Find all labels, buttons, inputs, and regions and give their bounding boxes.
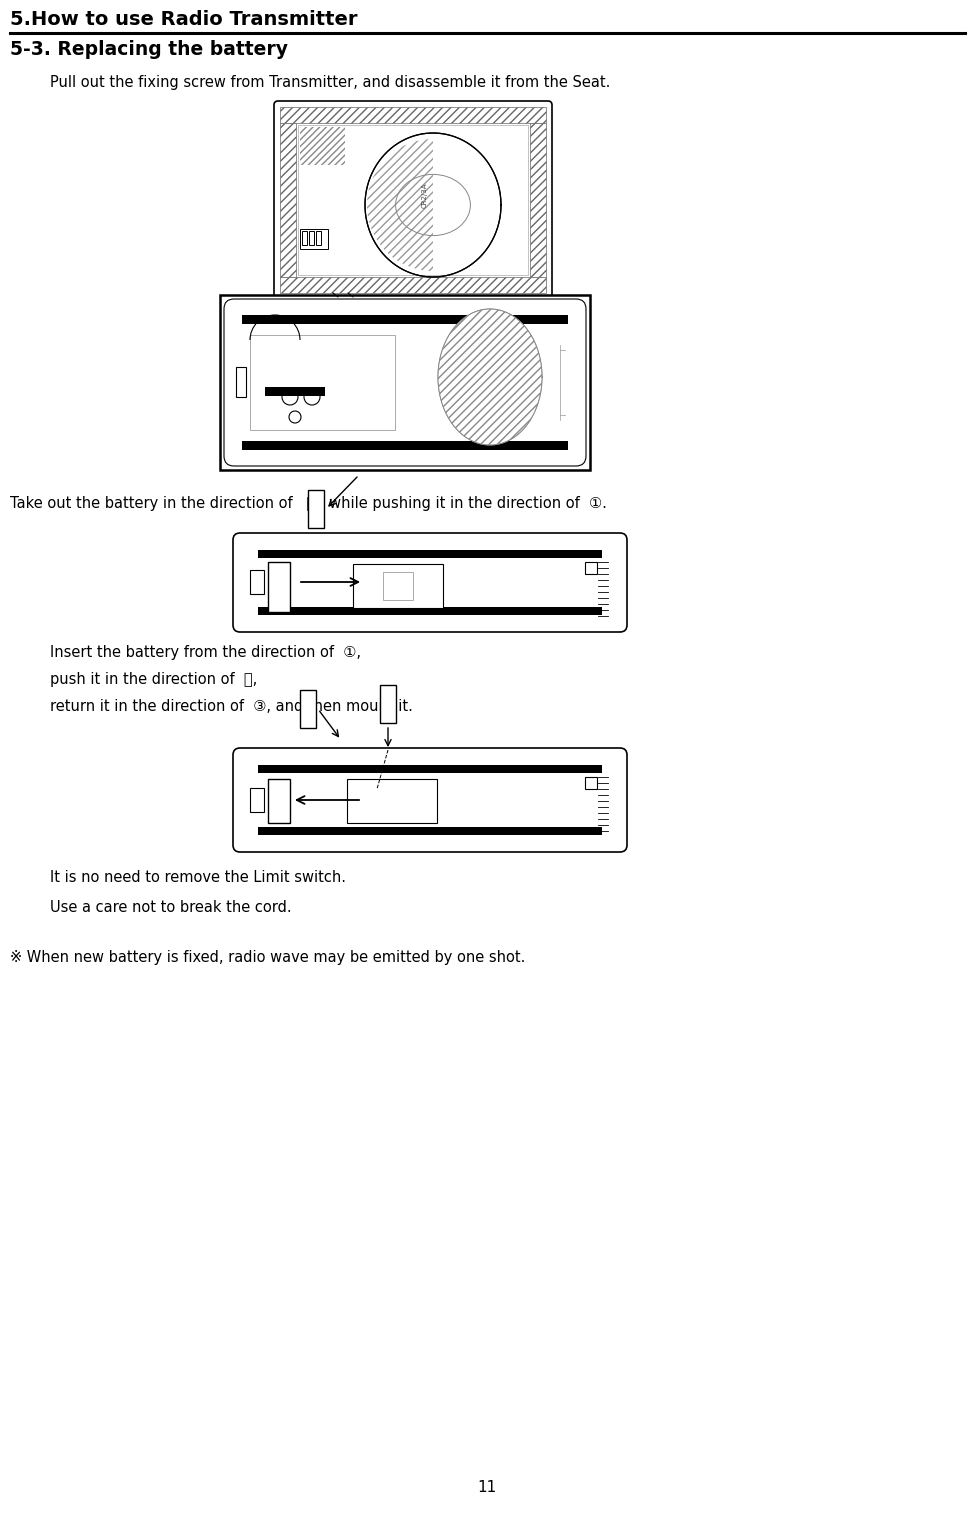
Bar (242, 316, 568, 323)
FancyBboxPatch shape (224, 299, 586, 466)
Bar (258, 827, 602, 835)
Bar (353, 565, 443, 609)
Text: return it in the direction of  ③, and then mount it.: return it in the direction of ③, and the… (50, 698, 412, 713)
Bar (530, 123, 546, 276)
Bar (308, 490, 324, 528)
Text: 5.How to use Radio Transmitter: 5.How to use Radio Transmitter (10, 11, 358, 29)
Bar (250, 335, 395, 430)
Bar (383, 572, 413, 600)
Bar (280, 276, 546, 293)
Bar (309, 231, 314, 244)
Bar (280, 123, 296, 276)
Bar (380, 685, 396, 723)
FancyBboxPatch shape (233, 533, 627, 631)
Wedge shape (367, 140, 433, 272)
Bar (268, 779, 290, 823)
Circle shape (304, 389, 320, 405)
Text: Pull out the fixing screw from Transmitter, and disassemble it from the Seat.: Pull out the fixing screw from Transmitt… (50, 74, 610, 90)
Bar (250, 788, 264, 812)
Circle shape (282, 389, 298, 405)
Bar (250, 569, 264, 594)
Bar (300, 691, 316, 729)
Bar (302, 231, 307, 244)
Text: Use a care not to break the cord.: Use a care not to break the cord. (50, 900, 292, 915)
Bar (300, 128, 345, 165)
Bar (585, 562, 597, 574)
Bar (220, 294, 590, 471)
Bar (265, 387, 325, 396)
Bar (300, 229, 328, 249)
Bar (585, 777, 597, 789)
Text: push it in the direction of  Ⓐ,: push it in the direction of Ⓐ, (50, 672, 257, 688)
Bar (268, 562, 290, 612)
FancyBboxPatch shape (233, 748, 627, 852)
Text: 5-3. Replacing the battery: 5-3. Replacing the battery (10, 39, 288, 59)
Text: CR2/3A: CR2/3A (422, 184, 428, 208)
Bar (316, 231, 321, 244)
FancyBboxPatch shape (274, 102, 552, 299)
Ellipse shape (438, 310, 542, 445)
Text: Take out the battery in the direction of   Ⓐ   while pushing it in the direction: Take out the battery in the direction of… (10, 496, 606, 512)
Bar (258, 765, 602, 773)
Text: 11: 11 (478, 1480, 496, 1495)
Bar (242, 442, 568, 449)
Circle shape (289, 411, 301, 424)
Bar (280, 106, 546, 123)
Text: It is no need to remove the Limit switch.: It is no need to remove the Limit switch… (50, 870, 346, 885)
Bar (236, 367, 246, 398)
Bar (347, 779, 437, 823)
Bar (258, 607, 602, 615)
Bar (258, 550, 602, 559)
Bar (298, 124, 528, 275)
Text: ※ When new battery is fixed, radio wave may be emitted by one shot.: ※ When new battery is fixed, radio wave … (10, 950, 526, 965)
Text: Insert the battery from the direction of  ①,: Insert the battery from the direction of… (50, 645, 361, 660)
